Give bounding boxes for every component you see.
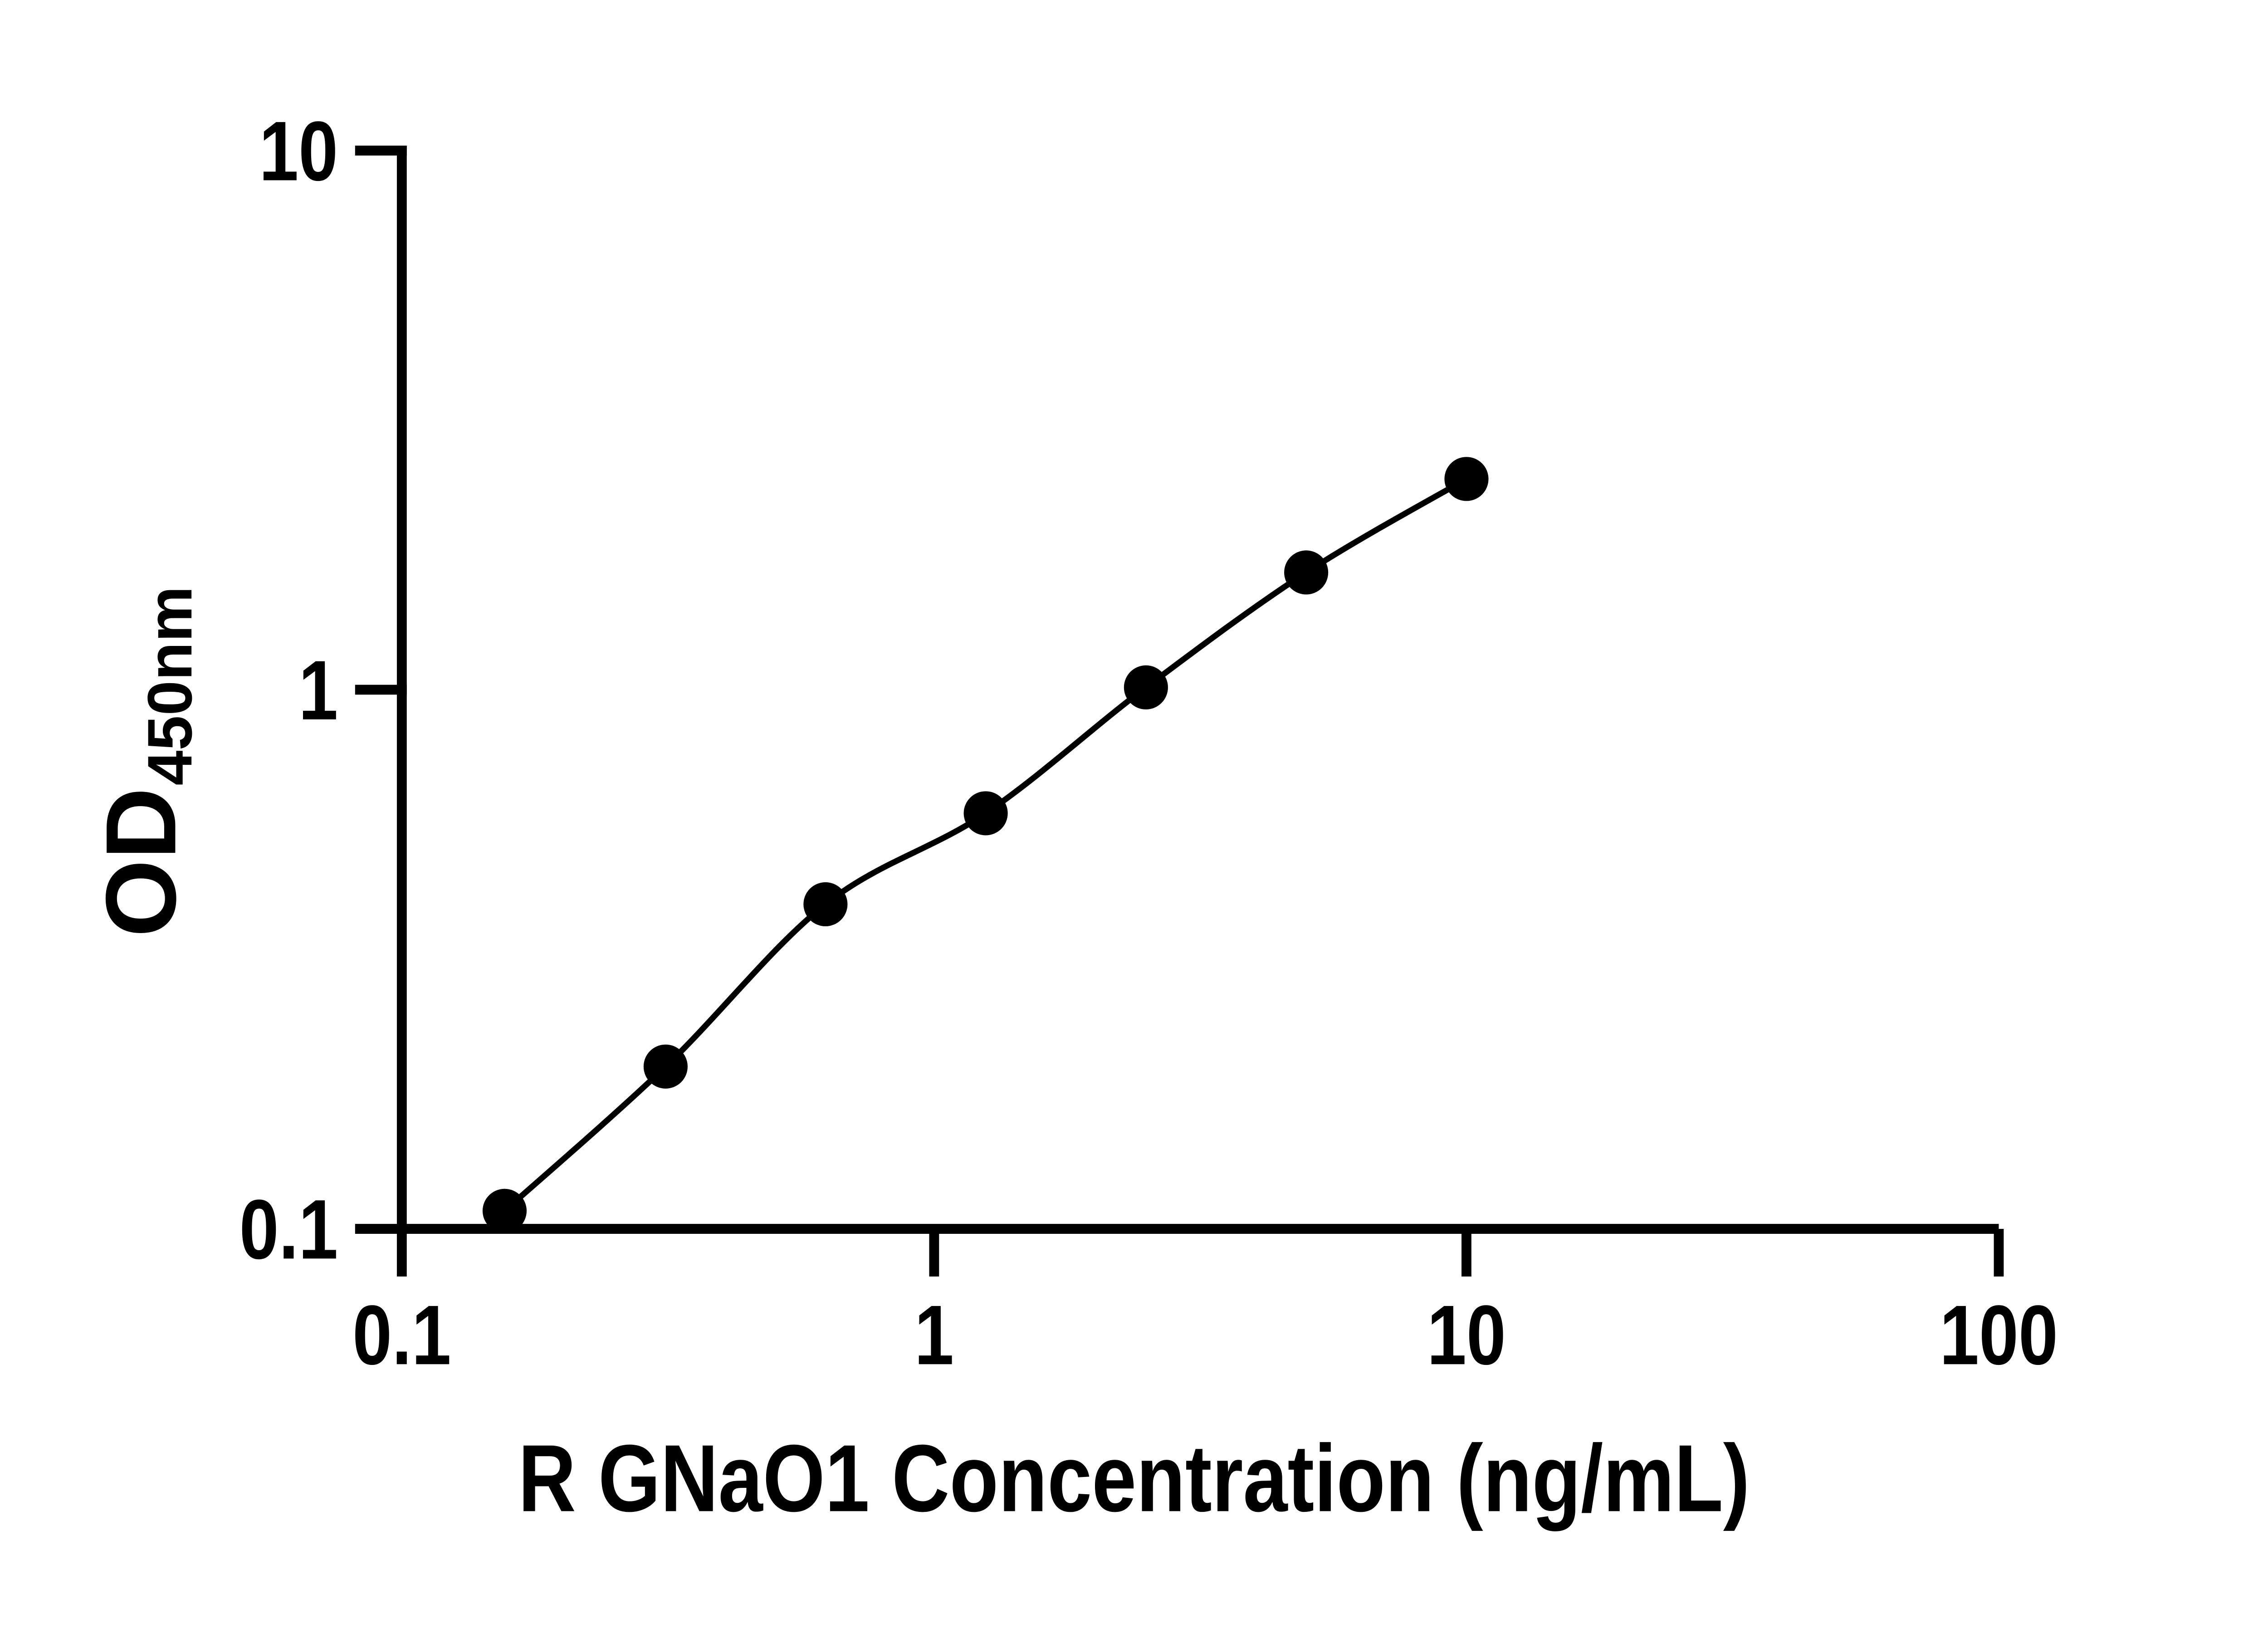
data-point-marker (1444, 457, 1489, 501)
data-point-marker (482, 1188, 527, 1233)
axes (396, 146, 1999, 1234)
data-point-marker (803, 882, 848, 927)
x-tick-label: 1 (914, 1288, 954, 1382)
y-axis-title: OD 450nm (85, 586, 205, 937)
x-axis-ticks: 0.1 1 10 100 (352, 1229, 2058, 1382)
y-tick-label: 0.1 (240, 1182, 338, 1276)
y-axis-ticks: 10 1 0.1 (240, 104, 407, 1276)
y-axis-title-main: OD (85, 787, 196, 937)
y-tick-label: 1 (298, 643, 338, 738)
x-tick-label: 10 (1427, 1288, 1506, 1382)
x-axis-title: R GNaO1 Concentration (ng/mL) (518, 1425, 1750, 1531)
y-axis-title-subscript: 450nm (135, 586, 205, 786)
y-tick-label: 10 (259, 104, 338, 198)
data-point-marker (1124, 665, 1168, 709)
fit-curve (503, 476, 1468, 1213)
data-series (482, 457, 1489, 1233)
x-tick-label: 100 (1940, 1288, 2058, 1382)
x-tick-label: 0.1 (352, 1288, 451, 1382)
data-point-marker (643, 1044, 688, 1089)
data-point-marker (1284, 550, 1329, 595)
data-point-marker (963, 791, 1008, 836)
